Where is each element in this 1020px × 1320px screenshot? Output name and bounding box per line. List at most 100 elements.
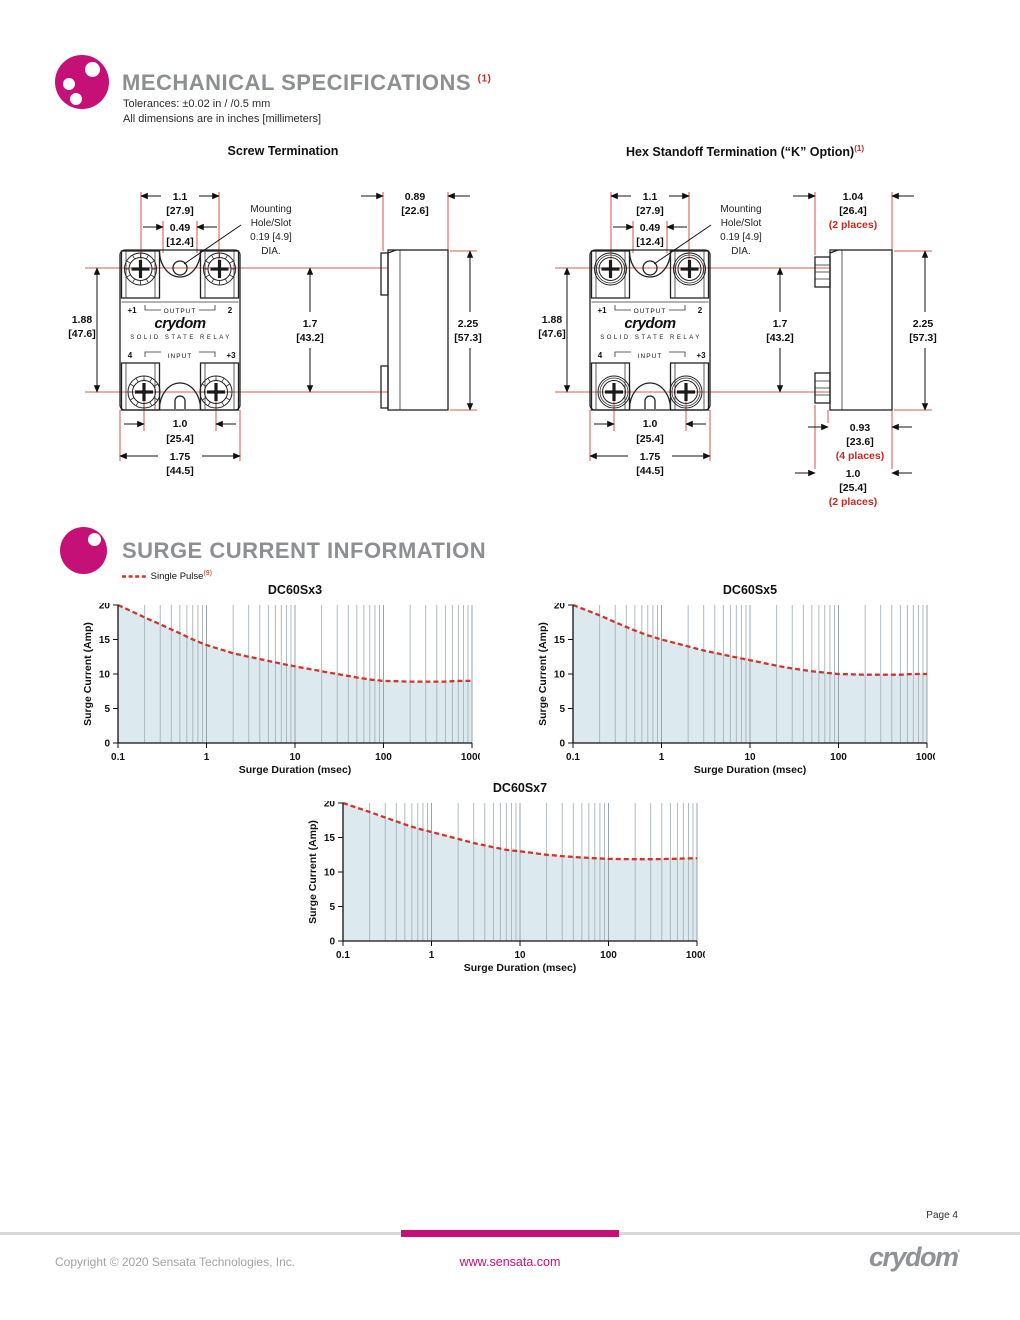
dim-side-w: 0.89: [405, 191, 426, 203]
svg-text:20: 20: [324, 801, 336, 810]
mount-note-line3: 0.19 [4.9]: [720, 232, 762, 243]
surge-chart-dc60sx7: 0 5 10 15 20 0.1 1 10 100 1000: [324, 801, 705, 961]
input-label: INPUT: [168, 353, 193, 360]
dimension-lines: [93, 192, 474, 460]
trademark-mark: ’: [957, 1248, 960, 1258]
svg-text:0: 0: [559, 739, 565, 750]
dimension-lines: [563, 192, 929, 477]
dim-h-left: 1.88: [72, 314, 93, 326]
mount-note-line3: 0.19 [4.9]: [250, 232, 292, 243]
mount-note-line1: Mounting: [250, 204, 291, 215]
dim-standoff-w-note: (4 places): [836, 450, 884, 462]
dim-w-bottom-inner: 1.0: [643, 418, 658, 430]
svg-text:0: 0: [329, 937, 335, 948]
chart-block-dc60sx7: DC60Sx7 Surge Current (Amp) 0 5 10 15 20 0.1 1…: [285, 781, 705, 977]
dim-h-center: 1.7: [303, 318, 318, 330]
crydom-face-logo: crydom: [624, 315, 675, 332]
svg-text:5: 5: [559, 704, 565, 715]
relay-front-view: +1 OUTPUT 2 crydom SOLID STATE RELAY 4 I…: [589, 249, 711, 411]
dim-side-w-note: (2 places): [829, 219, 877, 231]
dim-h-left-mm: [47.6]: [68, 328, 95, 340]
bullet-dot: [70, 93, 82, 105]
svg-text:1: 1: [204, 752, 210, 763]
svg-text:0: 0: [104, 739, 110, 750]
ssr-face-label: SOLID STATE RELAY: [600, 335, 702, 341]
terminal-label-1: +1: [127, 306, 137, 315]
chart-title: DC60Sx3: [267, 583, 323, 597]
dim-side-w-mm: [22.6]: [401, 205, 428, 217]
section-bullet-icon: [60, 527, 107, 574]
dim-w-top: 1.1: [643, 191, 658, 203]
tolerance-note: Tolerances: ±0.02 in / /0.5 mm: [123, 98, 271, 110]
x-axis-label: Surge Duration (msec): [463, 962, 577, 974]
relay-side-view: [380, 249, 449, 411]
svg-text:1: 1: [429, 950, 435, 961]
output-label: OUTPUT: [634, 308, 667, 315]
chart-block-dc60sx5: DC60Sx5 Surge Current (Amp) 0 5 10 15 20 0.1 1…: [515, 583, 935, 779]
mount-note-line2: Hole/Slot: [721, 218, 762, 229]
units-note: All dimensions are in inches [millimeter…: [123, 113, 322, 125]
footnote-ref: (1): [477, 73, 492, 85]
legend-footnote: (9): [203, 570, 213, 577]
dim-standoff-pitch: 1.0: [846, 468, 861, 480]
terminal-label-3: +3: [226, 351, 236, 360]
dim-h-center-mm: [43.2]: [766, 332, 793, 344]
mount-note-line1: Mounting: [720, 204, 761, 215]
svg-text:10: 10: [324, 868, 336, 879]
mount-note-line4: DIA.: [261, 246, 280, 257]
dim-w-bottom-mm: [44.5]: [166, 465, 193, 477]
screw-termination-title: Screw Termination: [227, 144, 339, 158]
svg-text:1: 1: [659, 752, 665, 763]
mechanical-specs-heading: MECHANICAL SPECIFICATIONS (1): [122, 70, 492, 95]
dim-standoff-w: 0.93: [850, 422, 871, 434]
surge-chart-dc60sx5: 0 5 10 15 20 0.1 1 10 100 1000: [554, 603, 935, 763]
dim-w-bottom-mm: [44.5]: [636, 465, 663, 477]
chart-legend: Single Pulse(9): [122, 570, 212, 582]
dim-w-inner: 0.49: [170, 222, 191, 234]
website-link[interactable]: www.sensata.com: [459, 1255, 561, 1269]
dim-h-left-mm: [47.6]: [538, 328, 565, 340]
svg-text:0.1: 0.1: [566, 752, 580, 763]
surge-chart-dc60sx3: 0 5 10 15 20 0.1 1 10 100 1000: [99, 603, 480, 763]
dim-side-w: 1.04: [843, 191, 864, 203]
legend-label: Single Pulse: [150, 571, 204, 583]
chart-title: DC60Sx7: [492, 781, 548, 795]
copyright-text: Copyright © 2020 Sensata Technologies, I…: [55, 1255, 296, 1269]
dim-w-top-mm: [27.9]: [636, 205, 663, 217]
dim-w-inner-mm: [12.4]: [636, 236, 663, 248]
svg-text:1000: 1000: [916, 752, 935, 763]
svg-text:5: 5: [329, 902, 335, 913]
dim-w-bottom: 1.75: [170, 451, 191, 463]
terminal-label-4: 4: [598, 351, 603, 360]
dim-w-inner-mm: [12.4]: [166, 236, 193, 248]
crydom-footer-logo: crydom’: [868, 1242, 960, 1272]
hex-termination-title: Hex Standoff Termination (“K” Option)(1): [625, 144, 864, 160]
svg-text:10: 10: [289, 752, 301, 763]
ssr-face-label: SOLID STATE RELAY: [130, 335, 232, 341]
svg-text:1000: 1000: [686, 950, 705, 961]
dim-w-bottom-inner-mm: [25.4]: [636, 433, 663, 445]
bullet-dot: [88, 533, 101, 546]
terminal-label-2: 2: [228, 306, 233, 315]
footnote-ref: (1): [854, 144, 864, 153]
svg-text:20: 20: [554, 603, 566, 612]
relay-side-view: [814, 249, 893, 411]
svg-text:10: 10: [744, 752, 756, 763]
chart-title: DC60Sx5: [722, 583, 778, 597]
dim-standoff-pitch-note: (2 places): [829, 496, 877, 508]
output-label: OUTPUT: [164, 308, 197, 315]
x-axis-label: Surge Duration (msec): [693, 764, 807, 776]
input-label: INPUT: [638, 353, 663, 360]
dim-h-left: 1.88: [542, 314, 563, 326]
svg-text:20: 20: [99, 603, 111, 612]
hex-termination-drawing: +1 OUTPUT 2 crydom SOLID STATE RELAY 4 I…: [538, 191, 936, 508]
x-axis-label: Surge Duration (msec): [238, 764, 352, 776]
page-number: Page 4: [926, 1210, 958, 1221]
footer-accent-bar: [401, 1230, 619, 1237]
svg-text:15: 15: [324, 833, 336, 844]
dim-w-top: 1.1: [173, 191, 188, 203]
svg-text:15: 15: [554, 635, 566, 646]
extension-lines: [555, 192, 932, 469]
bullet-dot: [63, 78, 75, 90]
